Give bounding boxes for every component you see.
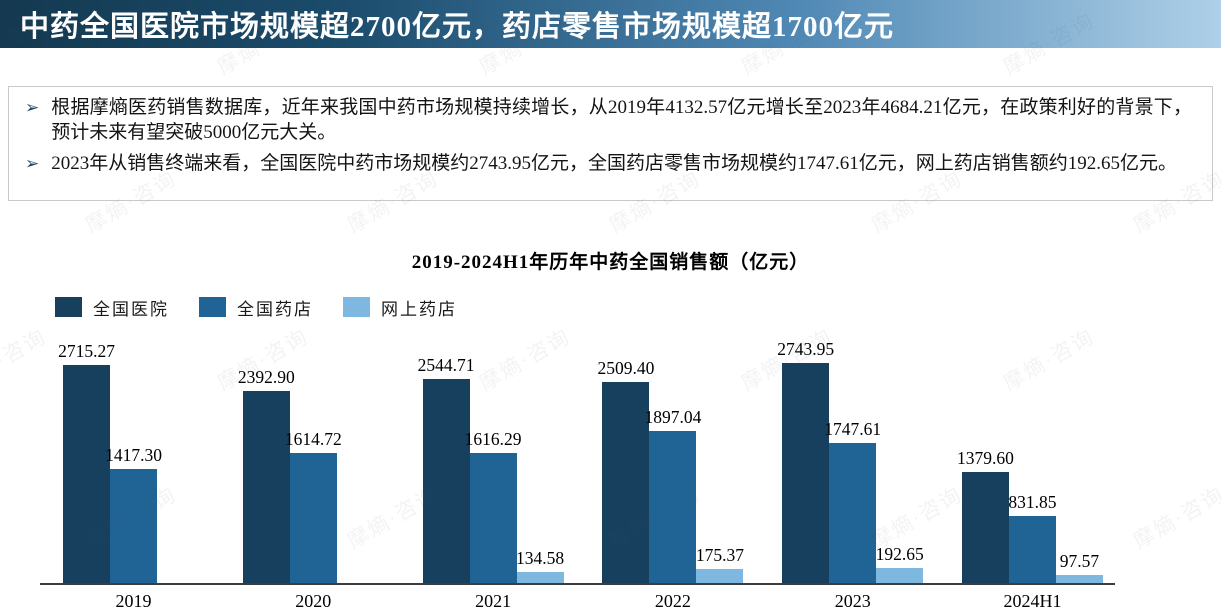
bar-slot: 97.57 (1055, 330, 1103, 583)
bar-slot: 2544.71 (418, 330, 475, 583)
slide-header: 中药全国医院市场规模超2700亿元，药店零售市场规模超1700亿元 (0, 0, 1221, 48)
bar-slot: 831.85 (1008, 330, 1057, 583)
x-axis-label-2020: 2020 (295, 591, 332, 611)
bar-slot: 2715.27 (58, 330, 115, 583)
bar-slot: 1614.72 (285, 330, 342, 583)
x-axis-label-2023: 2023 (834, 591, 871, 611)
chart-title: 2019-2024H1年历年中药全国销售额（亿元） (411, 252, 810, 273)
bar-value-label: 1614.72 (284, 429, 342, 450)
bar-全国医院-2023 (782, 362, 830, 583)
x-axis-line (40, 583, 1115, 585)
bar-value-label: 1897.04 (644, 406, 702, 427)
chart-plot-area: 2715.27 1417.30 2392.90 1614.72 2544.71 1616.… (0, 330, 1221, 585)
legend-item-全国药店: 全国药店 (199, 295, 313, 320)
bar-slot: 175.37 (695, 330, 744, 583)
bar-group-2022: 2509.40 1897.04 175.37 (597, 330, 744, 583)
bar-group-2023: 2743.95 1747.61 192.65 (777, 330, 924, 583)
x-axis-labels: 2019 2020 2021 2022 2023 2024H1 (63, 591, 1103, 612)
bar-slot: 1417.30 (105, 330, 162, 583)
bar-group-2024H1: 1379.60 831.85 97.57 (957, 330, 1103, 583)
bar-value-label: 134.58 (516, 548, 565, 569)
bar-slot: 134.58 (516, 330, 565, 583)
bar-全国药店-2021 (469, 453, 517, 583)
bar-slot: 1747.61 (824, 330, 881, 583)
bar-slot: 2392.90 (238, 330, 295, 583)
legend-label: 全国医院 (93, 299, 169, 319)
bar-全国医院-2020 (242, 390, 290, 583)
page-title: 中药全国医院市场规模超2700亿元，药店零售市场规模超1700亿元 (20, 11, 895, 43)
bar-value-label: 192.65 (875, 543, 924, 564)
bar-网上药店-2022 (696, 568, 744, 583)
summary-bullet-box: ➢ 根据摩熵医药销售数据库，近年来我国中药市场规模持续增长，从2019年4132… (8, 86, 1213, 201)
bar-全国医院-2024H1 (961, 472, 1009, 583)
bar-网上药店-2023 (876, 567, 924, 583)
legend-swatch-icon (343, 297, 370, 317)
legend-swatch-icon (55, 297, 82, 317)
bar-全国药店-2019 (110, 469, 157, 583)
bar-slot: 1616.29 (465, 330, 522, 583)
legend-label: 网上药店 (381, 299, 457, 319)
bar-slot: 2743.95 (777, 330, 834, 583)
bar-全国药店-2020 (289, 453, 337, 583)
bar-group-2020: 2392.90 1614.72 (238, 330, 384, 583)
bar-slot: 1379.60 (957, 330, 1014, 583)
bar-全国医院-2021 (422, 378, 470, 583)
bar-group-2019: 2715.27 1417.30 (58, 330, 204, 583)
legend-item-网上药店: 网上药店 (343, 295, 457, 320)
bar-网上药店-2024H1 (1055, 575, 1103, 583)
bullet-item: ➢ 根据摩熵医药销售数据库，近年来我国中药市场规模持续增长，从2019年4132… (25, 95, 1192, 145)
bar-value-label: 831.85 (1008, 492, 1057, 513)
bullet-text: 2023年从销售终端来看，全国医院中药市场规模约2743.95亿元，全国药店零售… (51, 153, 1178, 174)
bar-slot: 2509.40 (597, 330, 654, 583)
chart-section: 2019-2024H1年历年中药全国销售额（亿元） 全国医院 全国药店 网上药店 2… (0, 247, 1221, 612)
legend-item-全国医院: 全国医院 (55, 295, 169, 320)
bar-groups: 2715.27 1417.30 2392.90 1614.72 2544.71 1616.… (58, 330, 1103, 583)
bar-slot (337, 330, 384, 583)
bar-全国药店-2023 (829, 442, 877, 583)
bar-slot: 1897.04 (644, 330, 701, 583)
bar-网上药店-2021 (516, 572, 564, 583)
bullet-arrow-icon: ➢ (25, 98, 40, 117)
bar-value-label: 2544.71 (417, 354, 475, 375)
bar-slot: 192.65 (875, 330, 924, 583)
bar-value-label: 97.57 (1059, 551, 1100, 572)
x-axis-label-2021: 2021 (475, 591, 512, 611)
x-axis-label-2024H1: 2024H1 (1003, 591, 1062, 611)
bar-slot (157, 330, 204, 583)
bar-value-label: 2743.95 (777, 338, 835, 359)
bar-全国医院-2019 (63, 365, 110, 583)
legend-label: 全国药店 (237, 299, 313, 319)
legend-swatch-icon (199, 297, 226, 317)
bar-value-label: 1616.29 (464, 429, 522, 450)
bar-value-label: 1379.60 (957, 448, 1014, 469)
bar-group-2021: 2544.71 1616.29 134.58 (418, 330, 565, 583)
bullet-arrow-icon: ➢ (25, 154, 40, 173)
bar-全国药店-2022 (649, 430, 697, 583)
bullet-item: ➢ 2023年从销售终端来看，全国医院中药市场规模约2743.95亿元，全国药店… (25, 151, 1192, 176)
bar-value-label: 2509.40 (597, 357, 655, 378)
x-axis-label-2019: 2019 (115, 591, 152, 611)
bar-value-label: 2715.27 (58, 341, 115, 361)
bar-value-label: 175.37 (695, 544, 744, 565)
bar-value-label: 1417.30 (105, 445, 162, 466)
x-axis-label-2022: 2022 (654, 591, 691, 611)
bar-全国药店-2024H1 (1008, 516, 1056, 583)
bar-value-label: 2392.90 (237, 366, 295, 387)
bullet-text: 根据摩熵医药销售数据库，近年来我国中药市场规模持续增长，从2019年4132.5… (51, 97, 1192, 143)
bar-value-label: 1747.61 (824, 418, 882, 439)
chart-legend: 全国医院 全国药店 网上药店 (55, 295, 1221, 320)
bar-全国医院-2022 (602, 381, 650, 583)
